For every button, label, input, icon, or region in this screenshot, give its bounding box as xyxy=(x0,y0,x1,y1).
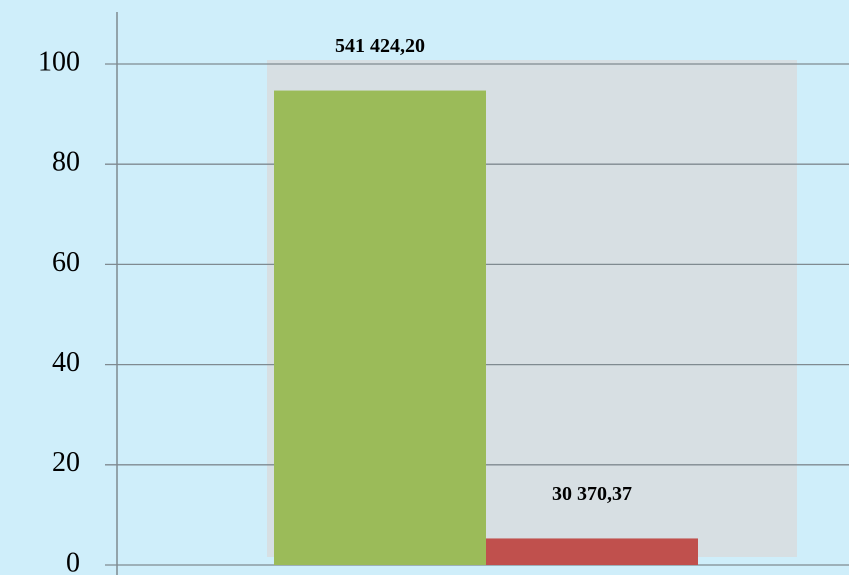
y-tick-label: 100 xyxy=(38,46,80,77)
bar xyxy=(274,90,486,565)
y-tick-label: 80 xyxy=(52,147,80,178)
y-tick-label: 20 xyxy=(52,447,80,478)
bar xyxy=(486,538,698,565)
y-tick-label: 0 xyxy=(66,547,80,575)
bar-annotation: 30 370,37 xyxy=(552,483,632,505)
bar-annotation: 541 424,20 xyxy=(335,35,425,57)
y-tick-label: 60 xyxy=(52,247,80,278)
y-tick-label: 40 xyxy=(52,347,80,378)
